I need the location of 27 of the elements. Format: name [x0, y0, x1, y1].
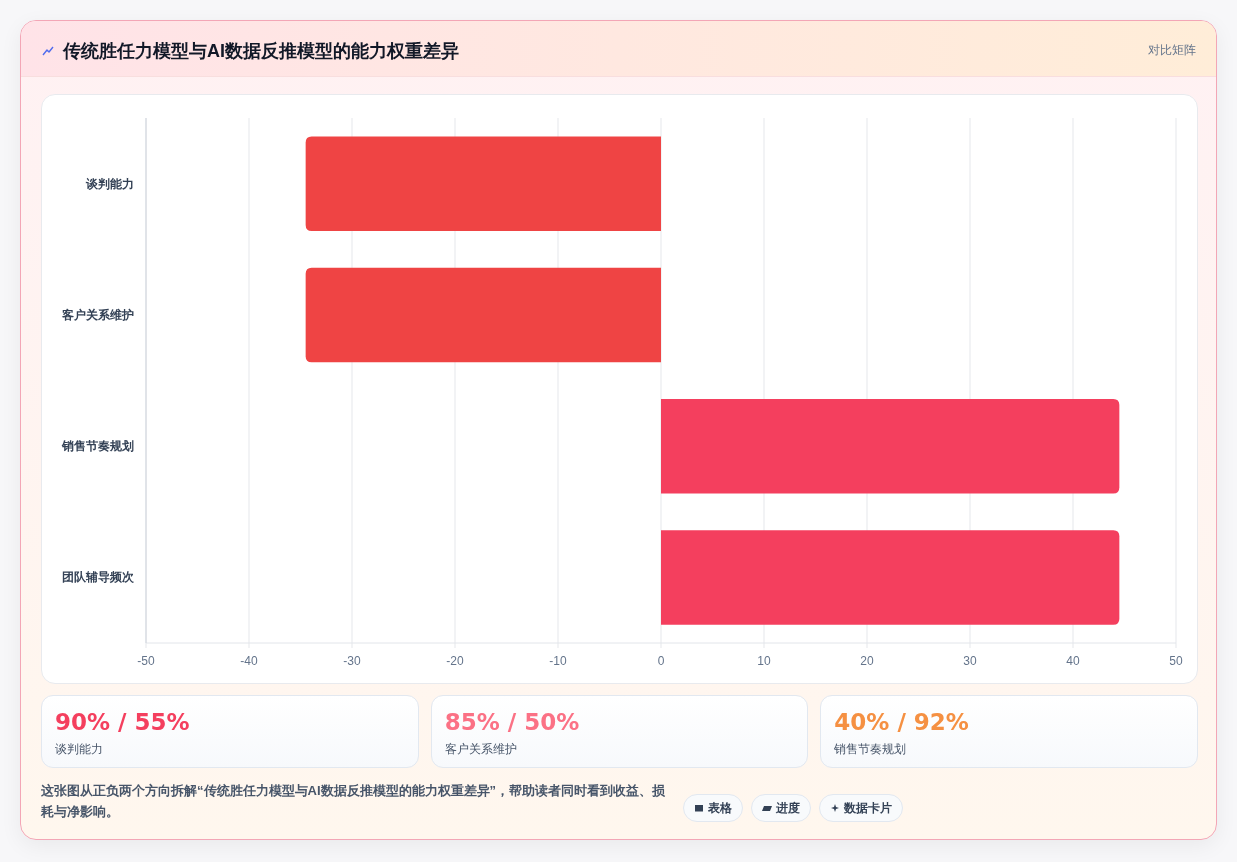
x-tick-label: -10 [549, 654, 567, 668]
card-label: 谈判能力 [55, 741, 103, 757]
x-tick-label: 40 [1066, 654, 1080, 668]
x-tick-label: -50 [137, 654, 155, 668]
note: 这张图从正负两个方向拆解“传统胜任力模型与AI数据反推模型的能力权重差异”，帮助读者同时看到收益、损耗与净影响。 [41, 782, 666, 821]
card-value: 85% / 50% [444, 708, 580, 736]
y-tick-label: 销售节奏规划 [61, 439, 134, 454]
y-tick-label: 客户关系维护 [61, 307, 134, 322]
x-tick-label: 20 [860, 654, 874, 668]
y-tick-label: 谈判能力 [85, 176, 134, 191]
button: 表格 [683, 794, 743, 822]
button: 数据卡片 [819, 794, 903, 822]
card-value: 90% / 55% [55, 708, 190, 736]
x-tick-label: 30 [963, 654, 977, 668]
card-label: 销售节奏规划 [834, 741, 907, 757]
card-value: 40% / 92% [834, 708, 969, 736]
tag-label: 对比矩阵 [1148, 42, 1196, 58]
button: 进度 [751, 794, 811, 822]
x-tick-label: 50 [1169, 654, 1183, 668]
x-tick-label: 0 [657, 654, 665, 668]
title: 传统胜任力模型与AI数据反推模型的能力权重差异 [63, 40, 459, 63]
x-tick-label: -40 [240, 654, 258, 668]
x-tick-label: -20 [446, 654, 464, 668]
card-label: 客户关系维护 [444, 741, 517, 757]
x-tick-label: 10 [757, 654, 771, 668]
x-tick-label: -30 [343, 654, 361, 668]
y-tick-label: 团队辅导频次 [62, 570, 135, 585]
